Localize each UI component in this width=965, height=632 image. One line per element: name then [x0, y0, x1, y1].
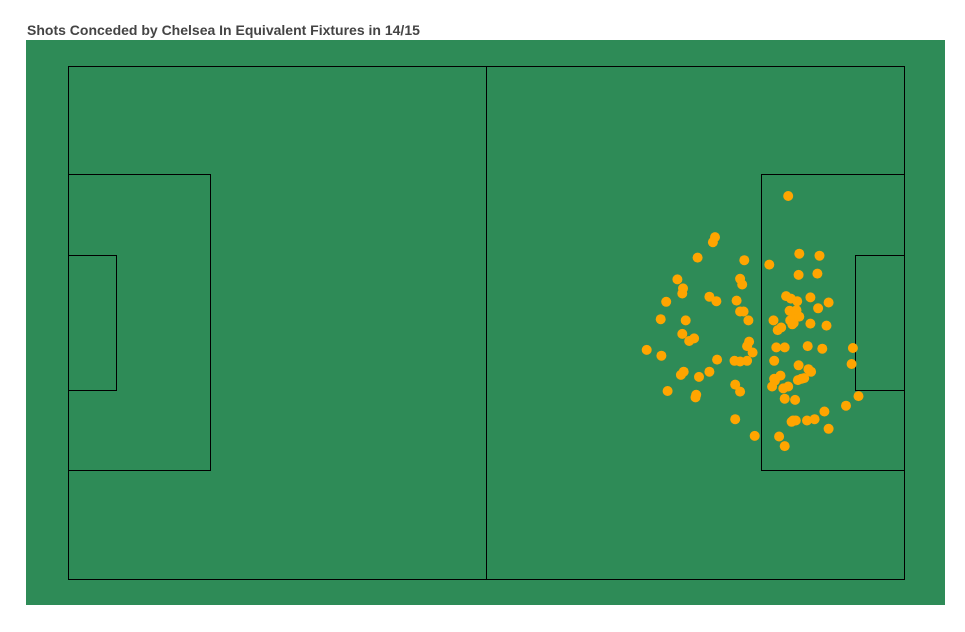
- shot-point: [792, 296, 803, 307]
- shot-point: [731, 295, 742, 306]
- shot-point: [655, 314, 666, 325]
- shot-point: [812, 268, 823, 279]
- shot-point: [841, 400, 851, 411]
- shot-point: [729, 355, 740, 366]
- shot-point: [767, 381, 778, 392]
- shot-point: [779, 342, 790, 353]
- shot-point: [692, 252, 703, 263]
- shot-point: [680, 315, 691, 326]
- shot-point: [677, 288, 688, 299]
- shot-point: [814, 250, 825, 261]
- shot-point: [779, 393, 790, 404]
- shot-point: [737, 279, 748, 290]
- shot-point: [738, 306, 749, 317]
- shot-point: [821, 320, 832, 331]
- shots-layer: [641, 191, 864, 452]
- shot-point: [787, 319, 798, 330]
- shot-point: [783, 191, 794, 201]
- shot-point: [677, 328, 688, 339]
- shot-point: [802, 415, 812, 426]
- shot-point: [764, 259, 775, 270]
- shot-point: [712, 354, 723, 365]
- shot-point: [823, 423, 834, 434]
- shot-point: [694, 371, 704, 382]
- shot-point: [790, 394, 801, 405]
- shot-point: [772, 325, 783, 336]
- shot-point: [786, 416, 797, 427]
- shot-point: [730, 414, 741, 425]
- shot-point: [743, 315, 754, 326]
- shot-point: [805, 318, 816, 329]
- shot-point: [747, 347, 758, 358]
- shot-point: [662, 386, 673, 396]
- shot-point: [819, 406, 830, 417]
- shot-point: [805, 292, 816, 303]
- shot-point: [846, 359, 857, 369]
- right-six-yard-box: [855, 255, 905, 391]
- shot-point: [778, 383, 789, 394]
- shot-point: [704, 366, 715, 377]
- left-six-yard-box: [68, 255, 117, 391]
- shot-point: [792, 375, 803, 386]
- chart-title: Shots Conceded by Chelsea In Equivalent …: [27, 22, 420, 38]
- shot-point: [817, 343, 828, 354]
- shot-point: [771, 342, 782, 353]
- shot-point: [707, 237, 718, 248]
- shot-point: [735, 386, 746, 397]
- shot-point: [690, 392, 701, 403]
- shot-point: [809, 414, 820, 425]
- shot-point: [793, 360, 804, 371]
- shot-point: [730, 379, 741, 390]
- shot-point: [774, 431, 785, 442]
- shot-point: [711, 296, 722, 307]
- shot-point: [769, 355, 780, 366]
- shot-point: [793, 269, 804, 280]
- shot-point: [641, 344, 652, 355]
- shot-point: [675, 369, 686, 380]
- shot-point: [853, 391, 864, 402]
- shot-point: [739, 255, 750, 266]
- shot-point: [813, 303, 824, 314]
- shot-point: [794, 248, 805, 259]
- shot-point: [806, 366, 817, 377]
- shot-point: [823, 297, 834, 308]
- shot-point: [661, 296, 672, 307]
- shot-point: [749, 430, 760, 441]
- shot-point: [684, 336, 695, 346]
- shot-point: [672, 274, 683, 285]
- shot-point: [802, 341, 813, 352]
- shot-point: [779, 441, 790, 452]
- shot-point: [768, 315, 779, 326]
- shot-point: [847, 343, 858, 353]
- shot-point: [656, 350, 667, 361]
- pitch-markings: [68, 66, 905, 580]
